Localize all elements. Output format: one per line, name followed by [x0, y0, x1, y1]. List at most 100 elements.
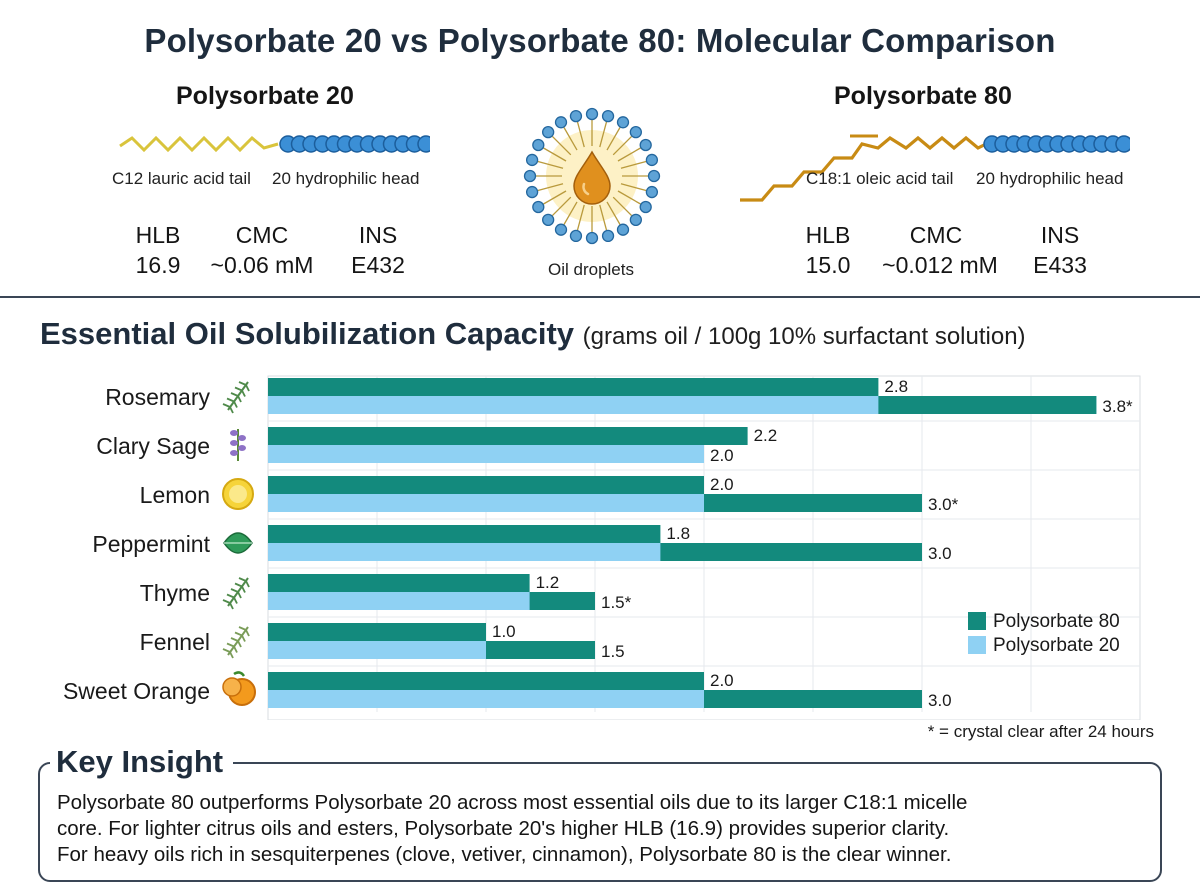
micelle-head [532, 200, 545, 214]
category-label: Peppermint [92, 531, 210, 557]
bar-ps20-extension [660, 543, 922, 561]
category-label: Sweet Orange [63, 678, 210, 704]
micelle-heads [523, 107, 661, 245]
data-label-ps80: 2.8 [884, 377, 908, 396]
micelle-diagram [523, 107, 661, 245]
rosemary-icon [222, 381, 250, 414]
ps80-ins-label: INS [1040, 222, 1080, 248]
bar-ps20 [268, 592, 595, 610]
peppermint-icon [223, 532, 253, 554]
bar-ps20-extension [704, 690, 922, 708]
insight-line-1: Polysorbate 80 outperforms Polysorbate 2… [57, 791, 968, 814]
bar-ps80 [268, 427, 748, 445]
data-label-ps20: 3.8* [1102, 397, 1133, 416]
ps80-head-beads [983, 135, 1130, 153]
lemon-icon [222, 478, 254, 510]
bar-ps20 [268, 445, 704, 463]
micelle-head [554, 223, 568, 236]
micelle-head [525, 153, 539, 167]
legend-swatch [968, 612, 986, 630]
ps80-ins-value: E433 [1033, 252, 1087, 278]
bar-ps80 [268, 574, 530, 592]
data-label-ps20: 3.0 [928, 691, 952, 710]
ps80-hlb-value: 15.0 [805, 252, 851, 278]
data-label-ps80: 2.2 [754, 426, 778, 445]
ps80-stats: HLB 15.0 CMC ~0.012 mM INS E433 [778, 222, 1118, 282]
data-label-ps80: 1.2 [536, 573, 560, 592]
category-label: Rosemary [105, 384, 210, 410]
data-label-ps80: 2.0 [710, 475, 734, 494]
insight-line-2: core. For lighter citrus oils and esters… [57, 817, 950, 840]
page-title: Polysorbate 20 vs Polysorbate 80: Molecu… [144, 22, 1056, 59]
category-labels: Rosemary Clary Sage Lemon Peppermint Thyme Fe… [63, 384, 211, 704]
legend-label: Polysorbate 20 [993, 635, 1120, 656]
thyme-icon [222, 577, 250, 610]
bar-ps80 [268, 672, 704, 690]
data-label-ps20: 2.0 [710, 446, 734, 465]
ps80-hlb-label: HLB [805, 222, 851, 248]
key-insight-box [38, 762, 1162, 882]
micelle-head [601, 109, 615, 123]
head-bead [1115, 135, 1130, 153]
bar-ps20-extension [878, 396, 1097, 414]
data-label-ps20: 3.0 [928, 544, 952, 563]
ps20-title: Polysorbate 20 [176, 82, 354, 110]
micelle-head [601, 229, 615, 243]
fennel-icon [222, 626, 250, 659]
data-label-ps20: 3.0* [928, 495, 959, 514]
micelle-head [585, 231, 599, 245]
ps80-cmc-label: CMC [909, 222, 963, 248]
category-label: Clary Sage [96, 433, 210, 459]
micelle-head [639, 138, 652, 152]
ps20-tail-zigzag [119, 135, 279, 153]
section-divider [0, 296, 1200, 298]
category-label: Fennel [140, 629, 210, 655]
micelle-head [523, 169, 537, 183]
ps20-head-beads [279, 135, 430, 153]
category-icons [222, 381, 256, 706]
ps20-hlb-value: 16.9 [135, 252, 181, 278]
micelle-head [569, 109, 583, 123]
clary-sage-icon [230, 429, 246, 461]
bar-ps80 [268, 476, 704, 494]
ps80-head-label: 20 hydrophilic head [976, 169, 1124, 188]
micelle-head [616, 223, 630, 236]
ps20-ins-value: E432 [351, 252, 405, 278]
micelle-head [629, 126, 642, 139]
chart-unit: (grams oil / 100g 10% surfactant solutio… [582, 323, 1026, 350]
micelle-head [554, 116, 568, 129]
micelle-head [542, 213, 555, 226]
bar-ps20-extension [529, 592, 595, 610]
data-label-ps80: 1.8 [666, 524, 690, 543]
ps80-tail-kinked [740, 135, 987, 202]
chart-legend: Polysorbate 80 Polysorbate 20 [968, 611, 1120, 656]
key-insight-text: Polysorbate 80 outperforms Polysorbate 2… [57, 790, 1157, 868]
bars: 2.8 3.8* 2.2 2.0 2.0 3.0* 1.8 3.0 1.2 1.5* 1.0 1.5 2… [268, 377, 1133, 710]
chart-title-text: Essential Oil Solubilization Capacity [40, 316, 575, 351]
bar-ps80 [268, 378, 879, 396]
micelle-label: Oil droplets [548, 260, 634, 279]
data-label-ps80: 1.0 [492, 622, 516, 641]
legend-label: Polysorbate 80 [993, 611, 1120, 632]
data-label-ps20: 1.5 [601, 642, 625, 661]
data-label-ps20: 1.5* [601, 593, 632, 612]
micelle-head [647, 169, 661, 183]
ps80-tail-label: C18:1 oleic acid tail [806, 169, 954, 188]
insight-line-3: For heavy oils rich in sesquiterpenes (c… [57, 843, 952, 866]
micelle-head [629, 213, 642, 226]
chart-footnote: * = crystal clear after 24 hours [927, 722, 1154, 741]
category-label: Thyme [140, 580, 210, 606]
ps20-head-label: 20 hydrophilic head [272, 169, 420, 188]
micelle-head [585, 107, 599, 121]
micelle-head [532, 138, 545, 152]
ps20-cmc-label: CMC [235, 222, 289, 248]
ps20-molecule-diagram [119, 135, 430, 153]
micelle-head [542, 126, 555, 139]
head-bead [417, 135, 430, 153]
micelle-head [645, 185, 659, 199]
ps80-molecule-diagram [740, 134, 1130, 202]
ps20-ins-label: INS [358, 222, 398, 248]
oil-droplet-icon [573, 150, 611, 205]
bar-ps80 [268, 623, 486, 641]
micelle-head [525, 185, 539, 199]
